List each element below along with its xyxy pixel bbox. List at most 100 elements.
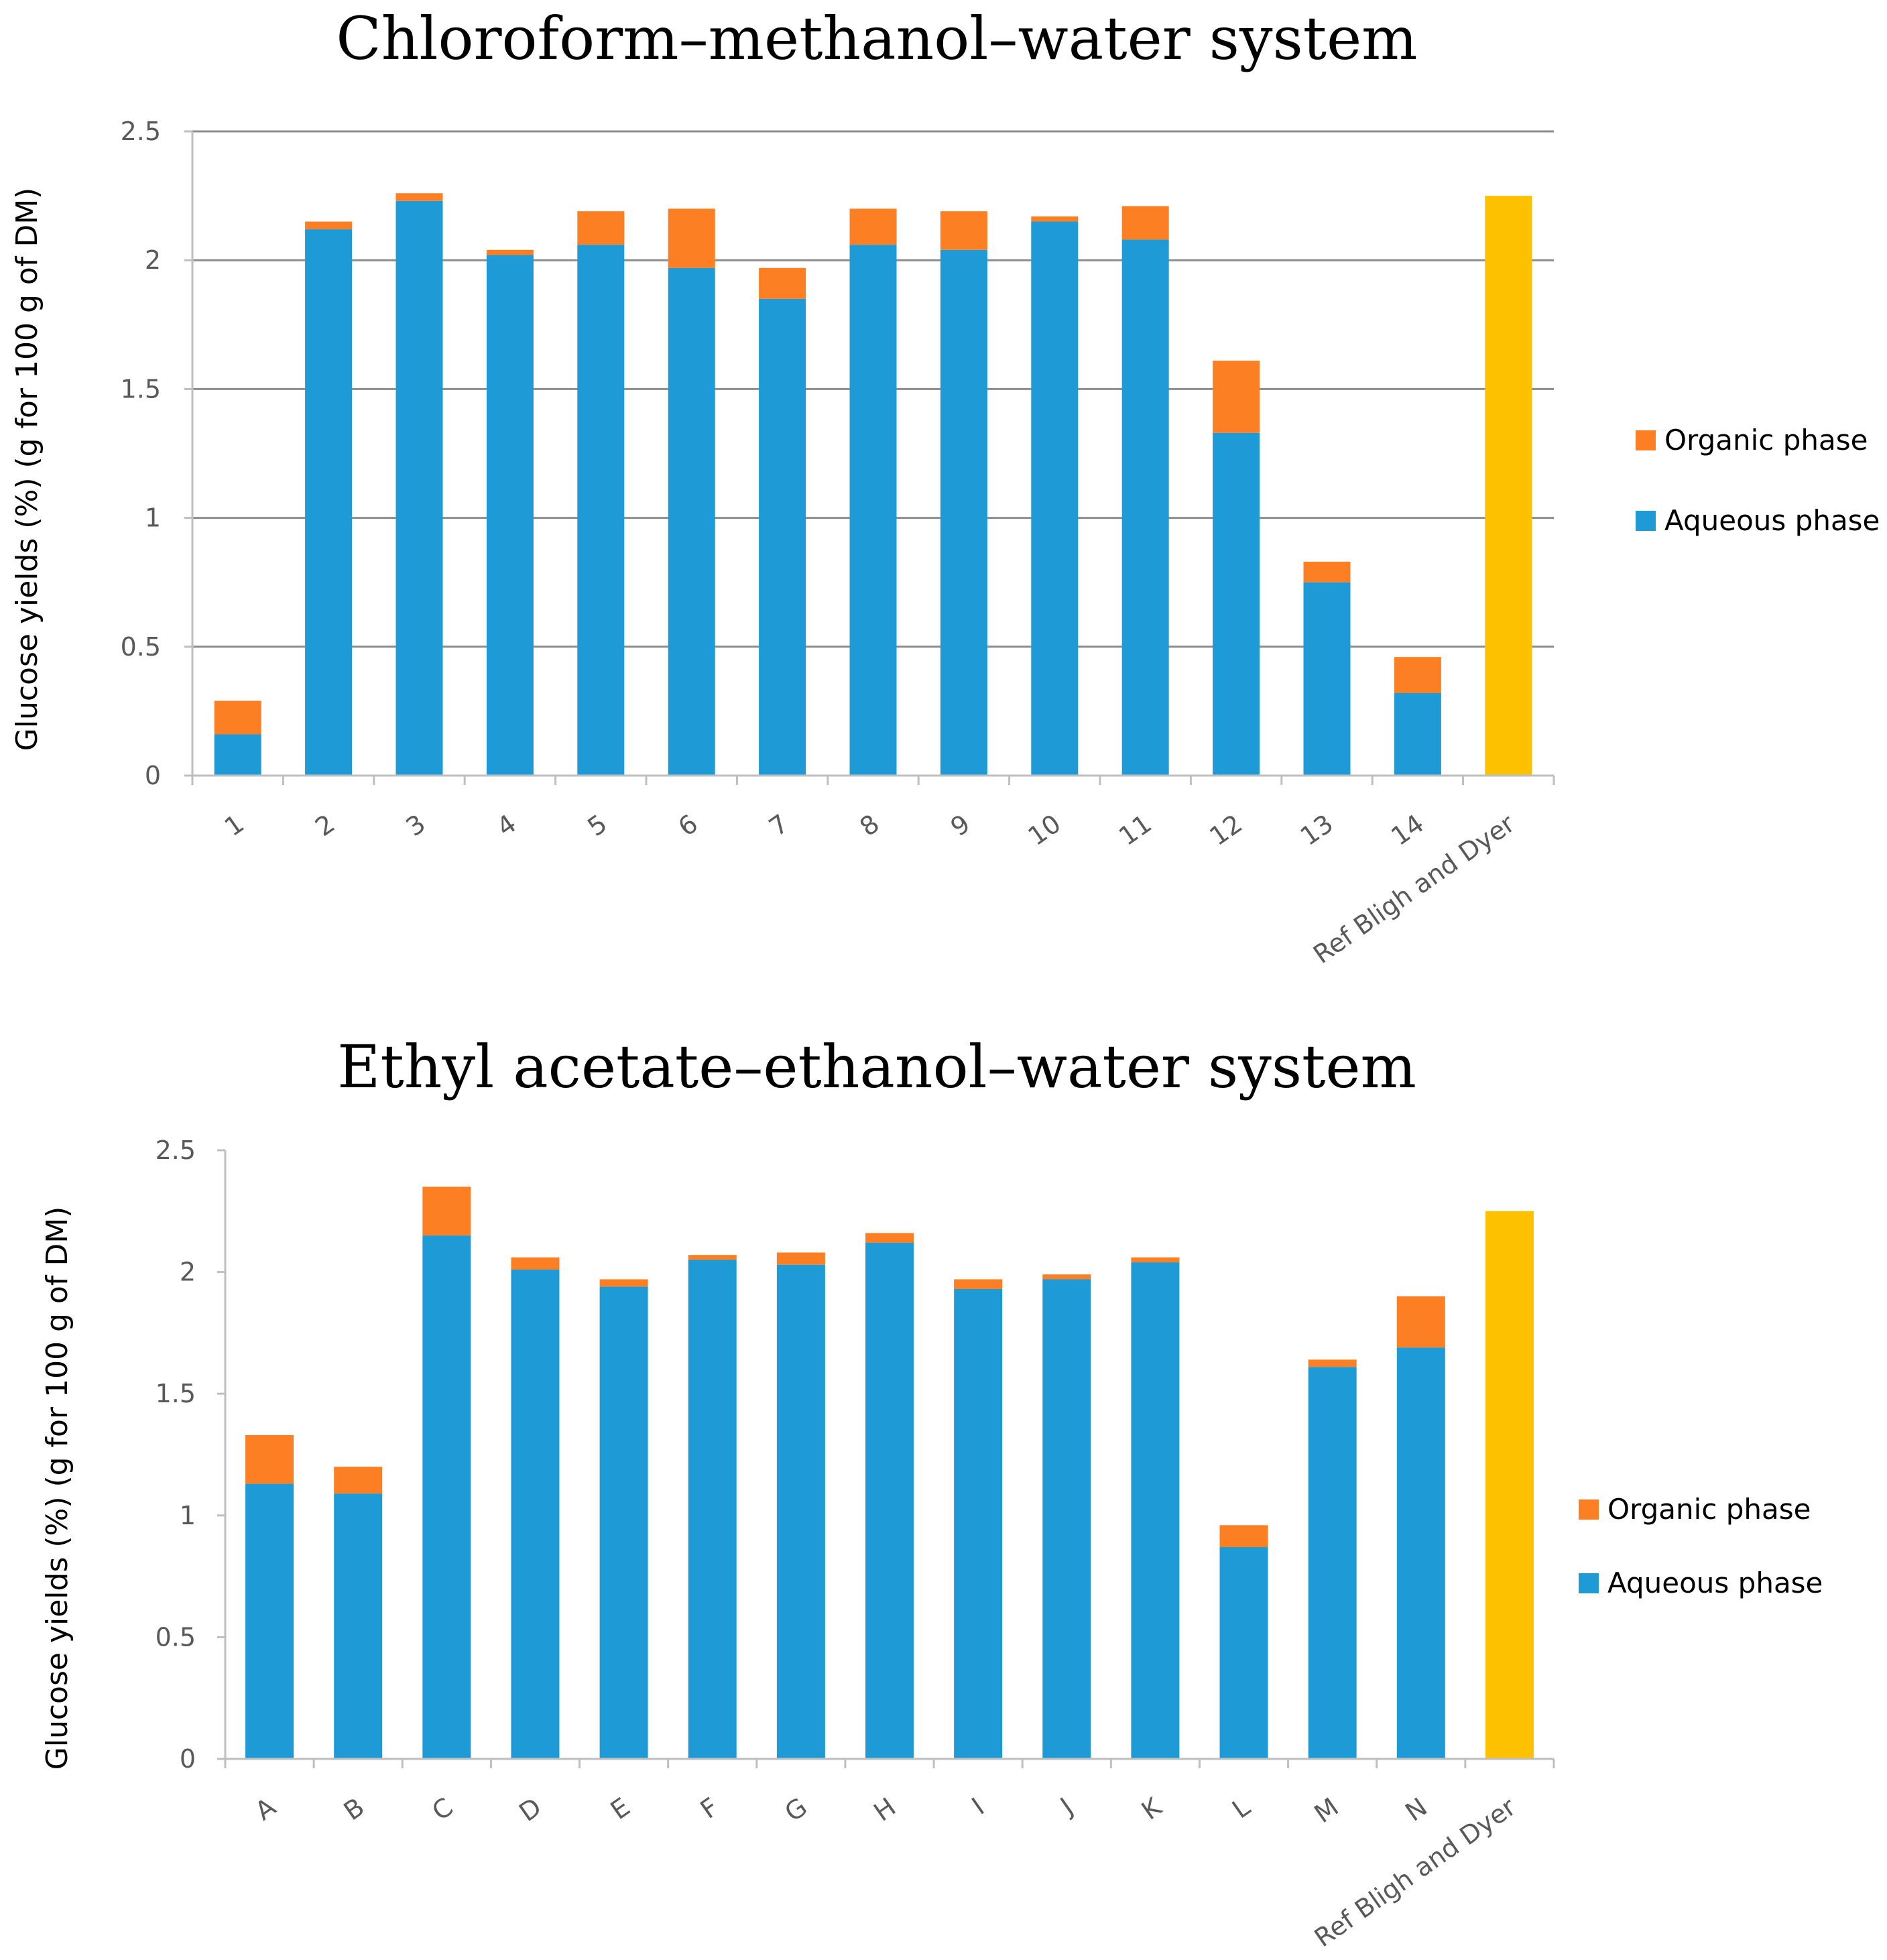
bar-aqueous-phase (577, 245, 625, 776)
y-tick-label: 1 (145, 503, 161, 533)
bar-aqueous-phase (245, 1483, 294, 1759)
y-tick-label: 1.5 (156, 1379, 196, 1408)
y-tick-label: 1 (180, 1501, 196, 1530)
legend-label-aqueous: Aqueous phase (1607, 1567, 1823, 1599)
x-tick-label: 10 (1023, 808, 1067, 851)
x-tick-label: N (1400, 1792, 1433, 1827)
y-tick-label: 2 (180, 1258, 196, 1287)
x-tick-label: E (605, 1792, 635, 1825)
legend-label-aqueous: Aqueous phase (1664, 504, 1880, 537)
x-tick-label: 5 (582, 808, 612, 842)
bar-aqueous-phase (1394, 692, 1441, 776)
bar-organic-phase (305, 221, 353, 230)
bar-organic-phase (422, 1186, 471, 1236)
bar-organic-phase (759, 267, 806, 299)
x-tick-label: 13 (1295, 808, 1339, 851)
bar-organic-phase (334, 1467, 383, 1494)
bar-aqueous-phase (1308, 1367, 1357, 1759)
x-tick-label: 9 (945, 808, 975, 842)
x-tick-label: 8 (855, 808, 885, 842)
bar-aqueous-phase (305, 229, 353, 776)
bar-organic-phase (849, 208, 897, 245)
bar-organic-phase (865, 1233, 914, 1243)
bar-aqueous-phase (940, 249, 987, 776)
bar-organic-phase (1308, 1359, 1357, 1367)
bar-organic-phase (940, 211, 987, 250)
y-tick-label: 0 (145, 761, 161, 790)
bar-reference (1485, 196, 1532, 776)
x-tick-label: 4 (491, 808, 522, 842)
x-tick-label: F (695, 1792, 724, 1825)
bar-organic-phase (954, 1279, 1003, 1290)
chart-title: Chloroform–methanol–water system (336, 4, 1417, 73)
bar-organic-phase (1031, 216, 1079, 222)
bar-organic-phase (1396, 1296, 1445, 1348)
x-tick-label: A (250, 1792, 282, 1826)
y-tick-label: 2 (145, 245, 161, 275)
bar-aqueous-phase (422, 1235, 471, 1759)
bar-organic-phase (1219, 1525, 1268, 1548)
bar-aqueous-phase (1213, 432, 1260, 776)
x-tick-label: H (869, 1792, 902, 1827)
legend-swatch-aqueous (1636, 511, 1656, 531)
y-tick-label: 2.5 (121, 117, 161, 146)
x-tick-label: G (780, 1792, 812, 1827)
bar-aqueous-phase (334, 1493, 383, 1759)
x-tick-label: 7 (764, 808, 794, 842)
bar-aqueous-phase (214, 734, 261, 776)
bar-aqueous-phase (954, 1289, 1003, 1759)
x-tick-label: 3 (401, 808, 431, 842)
y-tick-label: 1.5 (121, 374, 161, 404)
bar-aqueous-phase (1303, 582, 1351, 776)
bar-organic-phase (776, 1252, 825, 1265)
bar-organic-phase (1121, 206, 1169, 240)
chart-ethyl-acetate-ethanol-water: Ethyl acetate–ethanol–water system Gluco… (40, 1032, 1823, 1953)
legend: Organic phase Aqueous phase (1636, 424, 1880, 537)
bar-aqueous-phase (1396, 1347, 1445, 1759)
bar-aqueous-phase (486, 255, 534, 776)
y-tick-label: 0.5 (156, 1622, 196, 1652)
bar-aqueous-phase (865, 1243, 914, 1759)
x-tick-label: J (1054, 1792, 1078, 1821)
bar-aqueous-phase (1121, 239, 1169, 776)
bar-organic-phase (214, 700, 261, 735)
bar-aqueous-phase (849, 245, 897, 776)
bar-aqueous-phase (1219, 1547, 1268, 1759)
bar-aqueous-phase (1042, 1279, 1091, 1759)
x-tick-label: M (1309, 1792, 1344, 1829)
y-tick-label: 0 (180, 1744, 196, 1774)
chart-title: Ethyl acetate–ethanol–water system (337, 1032, 1416, 1101)
x-tick-label: 1 (219, 808, 249, 842)
bar-organic-phase (1303, 561, 1351, 583)
bar-aqueous-phase (511, 1269, 560, 1759)
x-tick-label: C (427, 1792, 459, 1826)
bar-aqueous-phase (599, 1286, 648, 1759)
bar-reference (1485, 1211, 1534, 1759)
x-tick-label: D (513, 1792, 546, 1827)
x-tick-label: K (1136, 1792, 1168, 1826)
legend-swatch-aqueous (1579, 1573, 1599, 1593)
bar-organic-phase (511, 1257, 560, 1270)
legend: Organic phase Aqueous phase (1579, 1493, 1823, 1599)
x-tick-label: I (967, 1792, 989, 1820)
bar-organic-phase (1213, 361, 1260, 433)
bar-organic-phase (688, 1255, 737, 1260)
bar-organic-phase (1131, 1257, 1180, 1263)
bar-aqueous-phase (776, 1264, 825, 1759)
legend-label-organic: Organic phase (1664, 424, 1868, 456)
legend-label-organic: Organic phase (1607, 1493, 1811, 1526)
bar-organic-phase (1394, 657, 1441, 693)
bar-organic-phase (245, 1434, 294, 1484)
legend-swatch-organic (1579, 1499, 1599, 1520)
x-tick-label: 11 (1113, 808, 1157, 851)
bar-aqueous-phase (759, 298, 806, 776)
x-tick-label: 6 (673, 808, 703, 842)
y-axis-label: Glucose yields (%) (g for 100 g of DM) (40, 1207, 74, 1770)
bar-aqueous-phase (688, 1260, 737, 1759)
y-tick-label: 0.5 (121, 632, 161, 662)
bar-organic-phase (668, 208, 715, 268)
bar-aqueous-phase (395, 200, 443, 776)
bar-organic-phase (577, 211, 625, 245)
legend-swatch-organic (1636, 430, 1656, 450)
